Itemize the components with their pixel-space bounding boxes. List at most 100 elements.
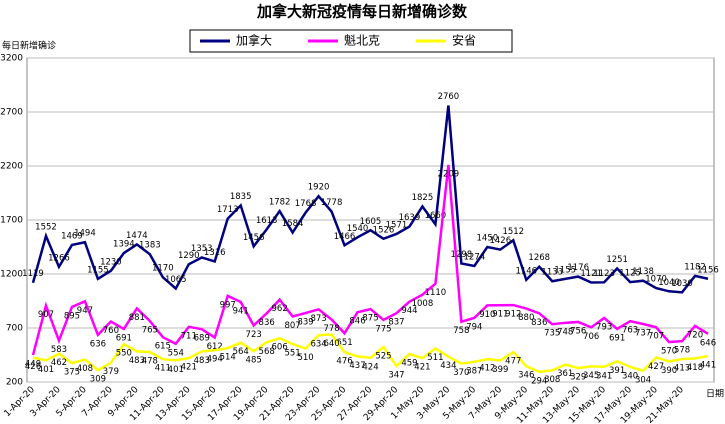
value-label: 723 (246, 330, 262, 340)
value-label: 912 (505, 310, 521, 320)
value-label: 294 (531, 376, 547, 386)
value-label: 756 (570, 326, 586, 336)
value-label: 1526 (373, 225, 395, 235)
value-label: 1268 (528, 253, 550, 263)
value-label: 412 (479, 364, 495, 374)
value-label: 583 (51, 345, 67, 355)
value-label: 1030 (671, 279, 693, 289)
value-label: 1138 (632, 267, 654, 277)
value-label: 775 (375, 324, 391, 334)
value-label: 1552 (35, 222, 57, 232)
series-line (32, 333, 709, 374)
y-axis-label: 每日新增确诊 (2, 40, 56, 52)
value-label: 1768 (295, 199, 317, 209)
series-line (31, 105, 709, 294)
value-label: 1456 (243, 233, 265, 243)
value-label: 707 (648, 332, 664, 342)
value-label: 1070 (645, 275, 667, 285)
value-label: 1133 (541, 268, 563, 278)
value-label: 1125 (619, 269, 641, 279)
value-label: 1230 (100, 257, 122, 267)
value-label: 836 (531, 318, 547, 328)
value-label: 947 (77, 306, 93, 316)
value-label: 911 (492, 310, 508, 320)
value-label: 2760 (438, 92, 460, 102)
value-label: 387 (466, 366, 482, 376)
value-label: 758 (453, 326, 469, 336)
value-label: 309 (90, 375, 106, 385)
value-label: 1474 (126, 231, 148, 241)
value-label: 1110 (425, 288, 447, 298)
value-label: 411 (155, 364, 171, 374)
x-axis-label: 日期 (706, 389, 724, 400)
value-label: 748 (557, 327, 573, 337)
value-label: 1146 (515, 266, 537, 276)
value-label: 401 (168, 365, 184, 375)
value-label: 640 (323, 339, 339, 349)
value-label: 1466 (334, 232, 356, 242)
y-tick-label: 700 (6, 324, 23, 334)
value-label: 554 (168, 348, 184, 358)
value-label: 1316 (204, 248, 226, 258)
value-label: 636 (90, 339, 106, 349)
value-label: 1713 (217, 205, 239, 215)
value-label: 437 (349, 361, 365, 371)
value-label: 390 (661, 366, 677, 376)
value-label: 881 (129, 313, 145, 323)
value-label: 418 (687, 363, 703, 373)
value-label: 485 (246, 356, 262, 366)
value-label: 807 (284, 321, 300, 331)
value-label: 1008 (412, 299, 434, 309)
legend-label: 魁北克 (344, 33, 380, 48)
value-label: 1119 (22, 269, 44, 279)
value-label: 570 (661, 347, 677, 357)
value-label: 361 (557, 369, 573, 379)
value-label: 1782 (269, 198, 291, 208)
value-label: 763 (622, 326, 638, 336)
value-label: 578 (674, 346, 690, 356)
value-label: 1469 (61, 231, 83, 241)
value-label: 612 (207, 342, 223, 352)
value-label: 510 (297, 353, 313, 363)
value-label: 1512 (502, 227, 524, 237)
value-label: 551 (284, 349, 300, 359)
value-label: 476 (336, 357, 352, 367)
value-label: 910 (479, 310, 495, 320)
y-tick-label: 2200 (0, 162, 23, 172)
value-label: 895 (64, 311, 80, 321)
value-label: 765 (142, 325, 158, 335)
value-label: 711 (181, 331, 197, 341)
value-label: 478 (142, 356, 158, 366)
value-label: 434 (440, 361, 456, 371)
value-label: 944 (401, 306, 417, 316)
value-label: 720 (687, 330, 703, 340)
value-label: 550 (116, 349, 132, 359)
value-label: 408 (77, 364, 93, 374)
value-label: 706 (583, 332, 599, 342)
value-label: 421 (414, 363, 430, 373)
value-label: 340 (622, 371, 638, 381)
value-label: 1156 (697, 265, 719, 275)
value-label: 1274 (464, 253, 486, 263)
value-label: 424 (362, 362, 378, 372)
value-label: 1298 (451, 250, 473, 260)
value-label: 846 (349, 317, 365, 327)
value-label: 304 (635, 375, 651, 385)
y-tick-label: 200 (6, 378, 23, 388)
value-label: 345 (583, 371, 599, 381)
value-label: 379 (103, 367, 119, 377)
value-label: 459 (401, 359, 417, 369)
value-label: 329 (570, 373, 586, 383)
value-label: 1571 (386, 220, 408, 230)
value-label: 401 (38, 365, 54, 375)
value-label: 370 (453, 368, 469, 378)
value-label: 1394 (113, 240, 135, 250)
value-label: 1613 (256, 216, 278, 226)
value-label: 907 (38, 310, 54, 320)
value-label: 427 (648, 362, 664, 372)
value-label: 1266 (48, 253, 70, 263)
value-label: 341 (596, 371, 612, 381)
value-label: 1660 (425, 211, 447, 221)
value-label: 525 (375, 351, 391, 361)
value-label: 449 (25, 360, 41, 370)
